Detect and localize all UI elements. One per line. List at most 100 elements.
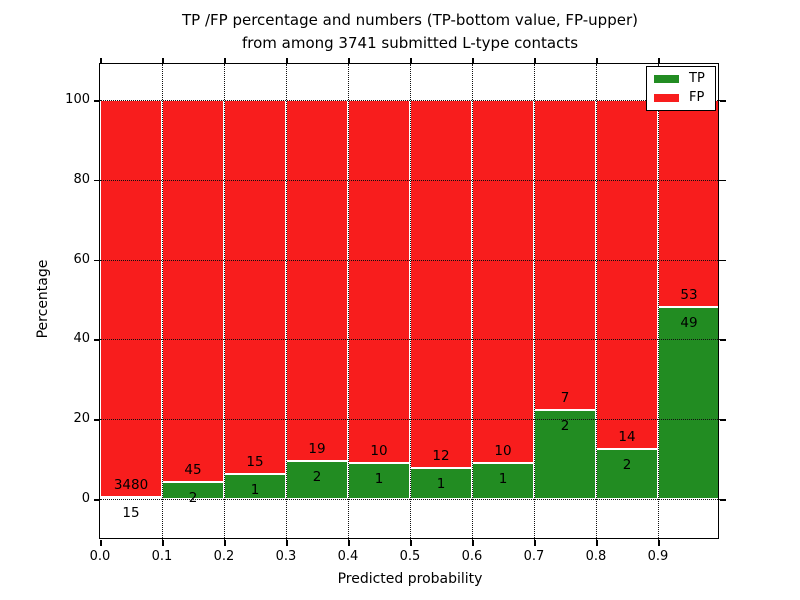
bar-label-fp-0.0-0.1: 3480 <box>113 477 149 494</box>
gridline-x-0.1 <box>162 64 163 540</box>
bar-label-fp-0.2-0.3: 15 <box>246 454 264 471</box>
bar-segment-tp-0.0-0.1 <box>100 497 162 500</box>
gridline-x-0.6 <box>472 64 473 540</box>
bar-segment-fp-0.3-0.4 <box>286 100 348 461</box>
gridline-x-0.4 <box>348 64 349 540</box>
tick-y-right-80 <box>720 179 726 182</box>
y-tick-label-40: 40 <box>73 331 90 347</box>
y-tick-label-80: 80 <box>73 171 90 187</box>
bar-segment-fp-0.1-0.2 <box>162 100 224 483</box>
tick-x-top-0.1 <box>162 58 164 64</box>
y-tick-label-60: 60 <box>73 251 90 267</box>
tick-y-left-60 <box>94 259 100 262</box>
legend-label-fp: FP <box>689 89 705 105</box>
gridline-x-0.2 <box>224 64 225 540</box>
tick-x-bottom-0.5 <box>410 540 412 546</box>
legend-swatch-fp <box>654 93 679 102</box>
x-tick-label-0.8: 0.8 <box>585 549 607 564</box>
bar-label-fp-0.7-0.8: 7 <box>560 390 570 407</box>
bar-label-tp-0.0-0.1: 15 <box>122 505 140 522</box>
tick-x-top-0.6 <box>472 58 474 64</box>
gridline-x-0.3 <box>286 64 287 540</box>
chart-title: TP /FP percentage and numbers (TP-bottom… <box>100 9 720 55</box>
gridline-y-40 <box>100 339 720 341</box>
gridline-y-60 <box>100 259 720 261</box>
tick-y-right-0 <box>720 499 726 501</box>
legend-swatch-tp <box>654 75 679 84</box>
bar-segment-tp-0.5-0.6 <box>410 468 472 499</box>
bar-segment-fp-0.6-0.7 <box>472 100 534 463</box>
gridline-x-0.9 <box>658 64 659 540</box>
legend-entry-fp: FP <box>654 89 708 105</box>
tick-y-right-40 <box>720 339 726 341</box>
x-tick-label-0.1: 0.1 <box>151 549 173 564</box>
bar-segment-fp-0.5-0.6 <box>410 100 472 469</box>
gridline-y-0 <box>100 499 720 500</box>
bar-segment-fp-0.2-0.3 <box>224 100 286 475</box>
bar-label-tp-0.8-0.9: 2 <box>622 457 632 474</box>
gridline-y-100 <box>100 100 720 101</box>
bar-segment-fp-0.7-0.8 <box>534 100 596 411</box>
bar-label-tp-0.2-0.3: 1 <box>250 482 260 499</box>
bar-label-tp-0.6-0.7: 1 <box>498 470 508 487</box>
bar-label-tp-0.4-0.5: 1 <box>374 470 384 487</box>
x-tick-label-0.5: 0.5 <box>399 549 421 564</box>
tick-x-bottom-0.0 <box>100 540 102 546</box>
bar-segment-tp-0.9-1.0 <box>658 307 720 499</box>
tick-x-bottom-0.3 <box>286 540 288 546</box>
tick-y-left-20 <box>94 419 100 421</box>
tick-x-bottom-0.8 <box>596 540 598 546</box>
bar-segment-tp-0.8-0.9 <box>596 449 658 499</box>
tick-y-left-0 <box>94 499 100 501</box>
legend-label-tp: TP <box>689 71 705 87</box>
bar-segment-tp-0.6-0.7 <box>472 462 534 499</box>
chart-title-line1: TP /FP percentage and numbers (TP-bottom… <box>182 11 638 29</box>
bar-segment-fp-0.0-0.1 <box>100 100 162 498</box>
tick-x-top-0.5 <box>410 58 412 64</box>
bar-segment-tp-0.4-0.5 <box>348 462 410 499</box>
bar-segment-fp-0.9-1.0 <box>658 100 720 308</box>
legend: TP FP <box>646 66 716 111</box>
bar-label-tp-0.3-0.4: 2 <box>312 468 322 485</box>
x-tick-label-0.9: 0.9 <box>647 549 669 564</box>
tick-y-left-100 <box>94 100 100 102</box>
gridline-y-80 <box>100 179 720 181</box>
tick-y-right-100 <box>720 100 726 102</box>
bar-label-fp-0.4-0.5: 10 <box>370 442 388 459</box>
tick-x-bottom-0.2 <box>224 540 226 546</box>
y-tick-label-20: 20 <box>73 411 90 427</box>
gridline-x-0.7 <box>534 64 535 540</box>
bar-segment-fp-0.8-0.9 <box>596 100 658 450</box>
tick-x-top-0.0 <box>100 58 102 64</box>
bar-label-tp-0.9-1.0: 49 <box>680 315 698 332</box>
tick-x-top-0.8 <box>596 58 598 64</box>
tick-y-right-20 <box>720 419 726 421</box>
tick-x-top-0.2 <box>224 58 226 64</box>
x-tick-label-0.4: 0.4 <box>337 549 359 564</box>
tick-x-bottom-0.4 <box>348 540 350 546</box>
gridline-x-0.8 <box>596 64 597 540</box>
bar-label-fp-0.5-0.6: 12 <box>432 448 450 465</box>
bar-segment-tp-0.7-0.8 <box>534 410 596 499</box>
y-tick-label-0: 0 <box>81 491 90 506</box>
tick-x-bottom-0.6 <box>472 540 474 546</box>
bar-label-fp-0.6-0.7: 10 <box>494 442 512 459</box>
tick-x-top-0.7 <box>534 58 536 64</box>
x-tick-label-0.7: 0.7 <box>523 549 545 564</box>
tick-x-top-0.9 <box>658 58 660 64</box>
bar-label-fp-0.3-0.4: 19 <box>308 441 326 458</box>
tick-y-left-80 <box>94 179 100 182</box>
y-axis-label: Percentage <box>35 259 51 339</box>
tick-x-bottom-0.9 <box>658 540 660 546</box>
x-tick-label-0.0: 0.0 <box>89 549 111 564</box>
x-tick-label-0.6: 0.6 <box>461 549 483 564</box>
gridline-x-0.5 <box>410 64 411 540</box>
chart-title-line2: from among 3741 submitted L-type contact… <box>241 34 579 52</box>
bar-label-fp-0.1-0.2: 45 <box>184 462 202 479</box>
bar-label-tp-0.7-0.8: 2 <box>560 418 570 435</box>
bar-segment-fp-0.4-0.5 <box>348 100 410 463</box>
gridline-y-20 <box>100 419 720 421</box>
x-tick-label-0.2: 0.2 <box>213 549 235 564</box>
tick-x-bottom-0.7 <box>534 540 536 546</box>
